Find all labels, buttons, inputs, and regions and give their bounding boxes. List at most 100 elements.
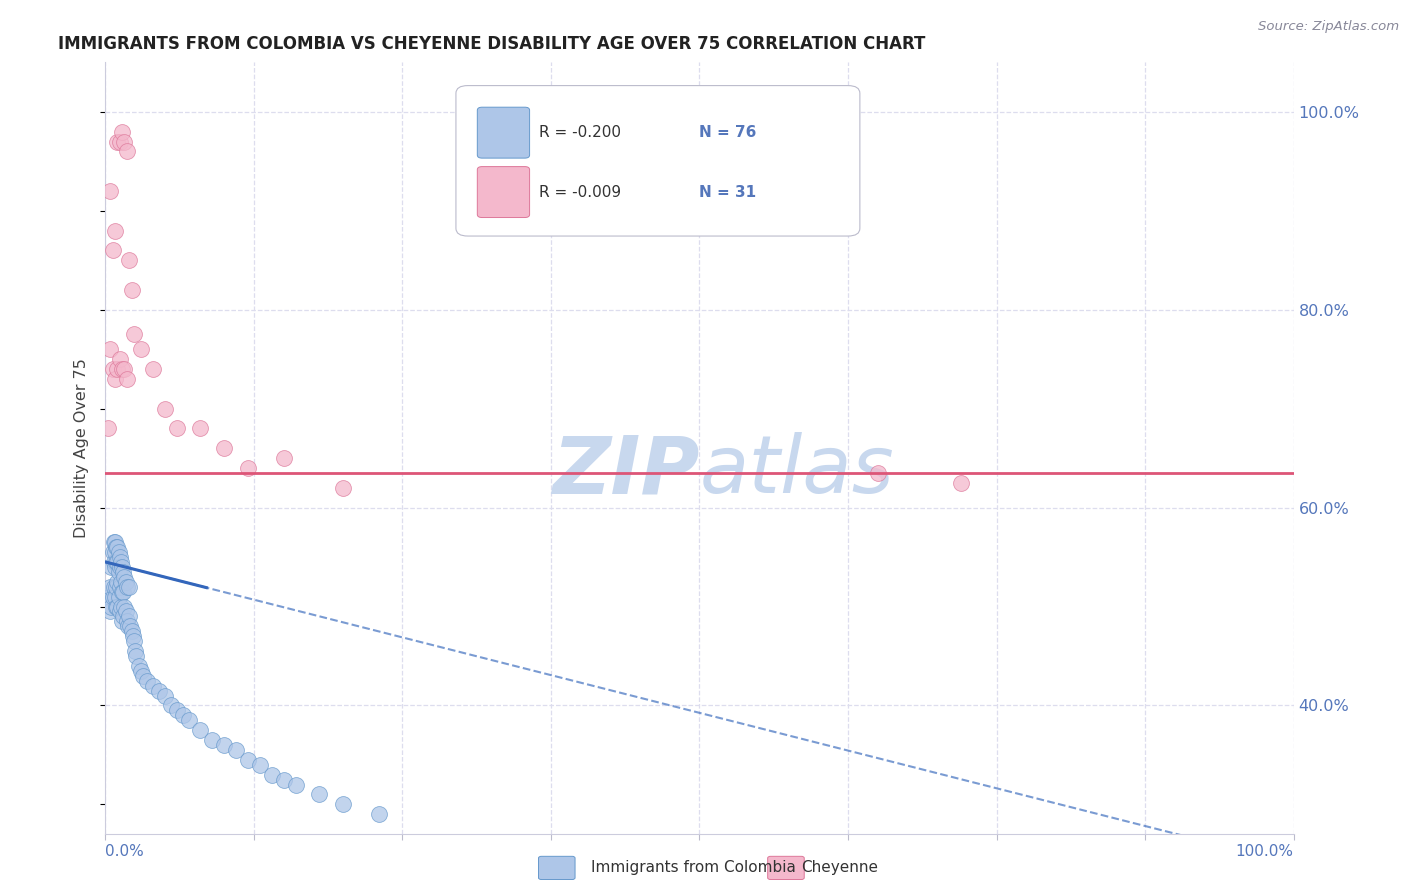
Text: atlas: atlas xyxy=(700,433,894,510)
Point xyxy=(111,125,134,139)
Point xyxy=(236,461,259,475)
Point xyxy=(110,599,132,614)
Point xyxy=(105,580,128,594)
Point xyxy=(115,580,138,594)
Point xyxy=(105,599,128,614)
Point xyxy=(111,560,134,574)
FancyBboxPatch shape xyxy=(477,107,530,158)
Point xyxy=(332,481,354,495)
Point xyxy=(260,767,283,781)
Point xyxy=(114,362,136,376)
Point xyxy=(136,673,159,688)
Point xyxy=(111,615,134,629)
Point xyxy=(308,788,330,802)
Point xyxy=(112,609,135,624)
Point xyxy=(121,629,143,643)
Point xyxy=(103,555,125,569)
Point xyxy=(104,372,127,386)
Point xyxy=(142,679,165,693)
Point xyxy=(114,574,136,589)
FancyBboxPatch shape xyxy=(456,86,860,236)
Point xyxy=(121,283,143,297)
Point xyxy=(105,555,128,569)
Point xyxy=(112,565,135,579)
Text: N = 76: N = 76 xyxy=(700,125,756,140)
Point xyxy=(118,253,141,268)
Point xyxy=(104,535,127,549)
Point xyxy=(98,580,121,594)
Point xyxy=(114,604,136,618)
Point xyxy=(190,421,212,435)
Point xyxy=(129,343,152,357)
Point xyxy=(153,689,176,703)
Point xyxy=(236,753,259,767)
Text: Cheyenne: Cheyenne xyxy=(801,860,879,874)
Point xyxy=(118,609,141,624)
Point xyxy=(114,135,136,149)
Text: R = -0.009: R = -0.009 xyxy=(538,185,621,200)
Point xyxy=(105,599,128,614)
Point xyxy=(201,733,224,747)
Point xyxy=(100,599,122,614)
Point xyxy=(120,619,142,633)
Point xyxy=(115,372,138,386)
Point xyxy=(273,451,295,466)
Point xyxy=(249,757,271,772)
Point xyxy=(118,580,141,594)
Point xyxy=(115,145,138,159)
Point xyxy=(112,584,135,599)
Point xyxy=(108,135,131,149)
Point xyxy=(105,540,128,554)
Point xyxy=(214,738,236,752)
Point xyxy=(101,362,124,376)
Point xyxy=(104,545,127,559)
Point xyxy=(225,743,247,757)
Point xyxy=(108,560,131,574)
Text: Source: ZipAtlas.com: Source: ZipAtlas.com xyxy=(1258,20,1399,33)
Point xyxy=(108,580,131,594)
Point xyxy=(166,421,188,435)
Point xyxy=(101,244,124,258)
Point xyxy=(117,619,139,633)
Point xyxy=(100,560,122,574)
Point xyxy=(177,713,200,727)
Point xyxy=(101,590,124,604)
Text: ZIP: ZIP xyxy=(553,433,700,510)
Point xyxy=(190,723,212,738)
Point xyxy=(114,570,136,584)
Point xyxy=(104,224,127,238)
Point xyxy=(273,772,295,787)
Point xyxy=(108,352,131,367)
Point xyxy=(111,584,134,599)
Point xyxy=(110,555,132,569)
Point xyxy=(367,807,389,822)
Point xyxy=(148,683,170,698)
Text: R = -0.200: R = -0.200 xyxy=(538,125,621,140)
Point xyxy=(98,343,121,357)
Point xyxy=(121,624,143,639)
Point xyxy=(98,604,121,618)
Point xyxy=(97,421,120,435)
Point xyxy=(103,580,125,594)
Point xyxy=(142,362,165,376)
Point xyxy=(107,545,129,559)
Point xyxy=(866,466,889,480)
Point xyxy=(132,669,155,683)
Point xyxy=(105,540,128,554)
Point xyxy=(125,648,148,663)
Point xyxy=(159,698,181,713)
Point xyxy=(166,703,188,717)
Point xyxy=(104,560,127,574)
Text: Immigrants from Colombia: Immigrants from Colombia xyxy=(591,860,796,874)
Point xyxy=(129,664,152,678)
Text: N = 31: N = 31 xyxy=(700,185,756,200)
Point xyxy=(105,555,128,569)
Point xyxy=(98,184,121,198)
Point xyxy=(284,778,307,792)
Point xyxy=(110,574,132,589)
Point xyxy=(114,599,136,614)
Point xyxy=(122,327,145,342)
Point xyxy=(107,590,129,604)
Point xyxy=(949,475,972,490)
Point xyxy=(101,545,124,559)
